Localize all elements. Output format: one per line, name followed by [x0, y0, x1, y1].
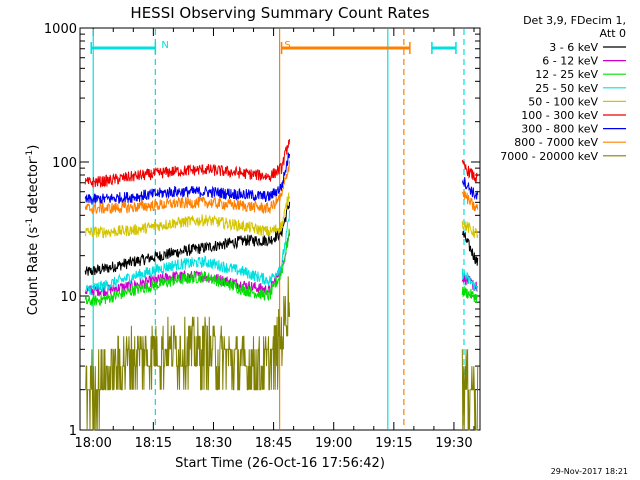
tick-labels: 18:00 18:15 18:30 18:45 19:00 19:15 19:30 1 10 10… — [44, 22, 473, 451]
x-tick-label: 19:00 — [315, 436, 352, 451]
legend-label: 3 - 6 keV — [549, 41, 598, 54]
state-label: N — [161, 40, 168, 51]
series-line — [84, 201, 479, 276]
legend-label: 6 - 12 keV — [542, 55, 598, 68]
x-tick-label: 18:45 — [255, 436, 292, 451]
x-axis-label: Start Time (26-Oct-16 17:56:42) — [175, 456, 385, 471]
legend-label: 800 - 7000 keV — [514, 136, 598, 149]
y-tick-label: 1 — [69, 424, 77, 439]
legend-label: 25 - 50 keV — [535, 82, 598, 95]
y-tick-label: 1000 — [44, 22, 77, 37]
legend-header-2: Att 0 — [600, 27, 626, 40]
axes-ticks — [80, 27, 480, 431]
legend-label: 7000 - 20000 keV — [500, 150, 598, 163]
plot-frame — [79, 27, 481, 431]
series-line — [84, 192, 479, 239]
y-tick-label: 100 — [52, 156, 77, 171]
series-line — [85, 276, 479, 431]
x-tick-label: 18:00 — [74, 436, 111, 451]
y-tick-label: 10 — [60, 290, 77, 305]
x-tick-label: 19:30 — [435, 436, 472, 451]
x-tick-label: 19:15 — [375, 436, 412, 451]
series-line — [84, 160, 479, 215]
series-line — [84, 228, 479, 307]
series-line — [84, 152, 479, 205]
timestamp: 29-Nov-2017 18:21 — [551, 467, 628, 476]
state-label: S — [284, 40, 290, 51]
legend-label: 100 - 300 keV — [521, 109, 598, 122]
series-lines — [84, 139, 479, 431]
legend-label: 12 - 25 keV — [535, 68, 598, 81]
series-line — [84, 139, 479, 188]
x-tick-label: 18:30 — [195, 436, 232, 451]
legend-header-1: Det 3,9, FDecim 1, — [523, 14, 626, 27]
legend-label: 300 - 800 keV — [521, 123, 598, 136]
x-tick-label: 18:15 — [135, 436, 172, 451]
series-line — [84, 210, 479, 296]
chart-title: HESSI Observing Summary Count Rates — [130, 4, 429, 22]
legend-label: 50 - 100 keV — [528, 95, 598, 108]
y-axis-label: Count Rate (s-1 detector-1) — [25, 145, 41, 316]
